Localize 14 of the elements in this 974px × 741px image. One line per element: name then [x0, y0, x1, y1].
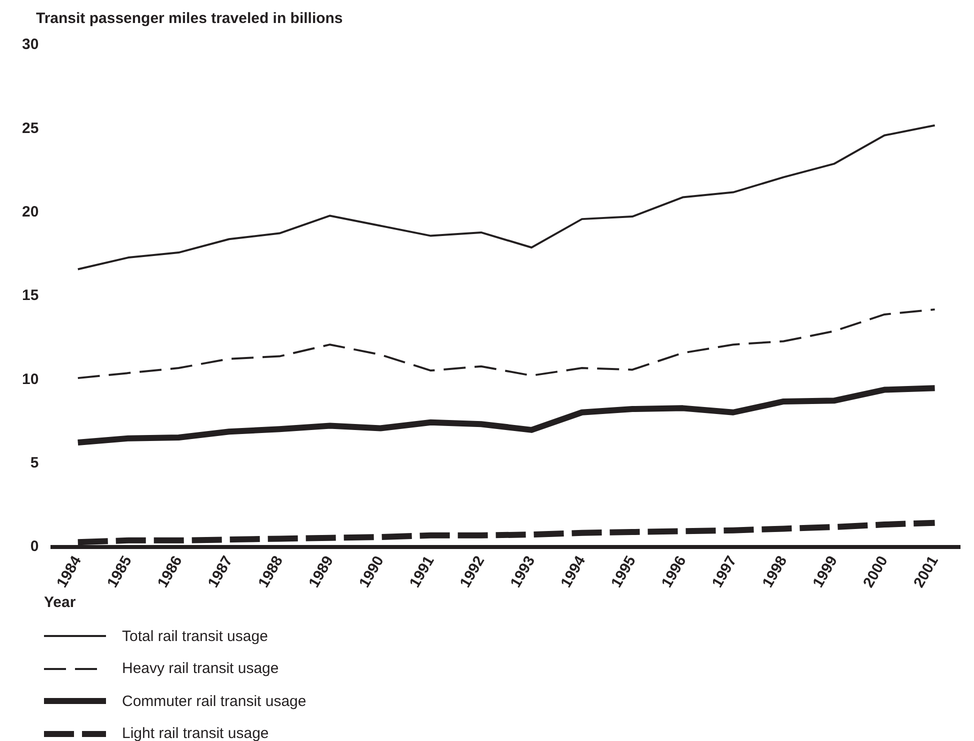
y-tick-label: 20	[22, 204, 39, 221]
y-tick-label: 30	[22, 36, 39, 54]
y-tick-label: 15	[22, 287, 39, 304]
legend-label: Heavy rail transit usage	[122, 660, 279, 678]
x-axis-title: Year	[44, 594, 76, 611]
line-series	[76, 308, 936, 380]
y-tick-label: 0	[30, 538, 39, 556]
legend-label: Total rail transit usage	[122, 628, 268, 645]
legend-label: Light rail transit usage	[122, 725, 269, 741]
y-axis-title: Transit passenger miles traveled in billions	[36, 10, 343, 27]
y-tick-label: 10	[22, 370, 39, 388]
y-tick-label: 5	[30, 454, 39, 472]
y-tick-label: 25	[22, 120, 39, 137]
legend-label: Commuter rail transit usage	[122, 692, 306, 710]
